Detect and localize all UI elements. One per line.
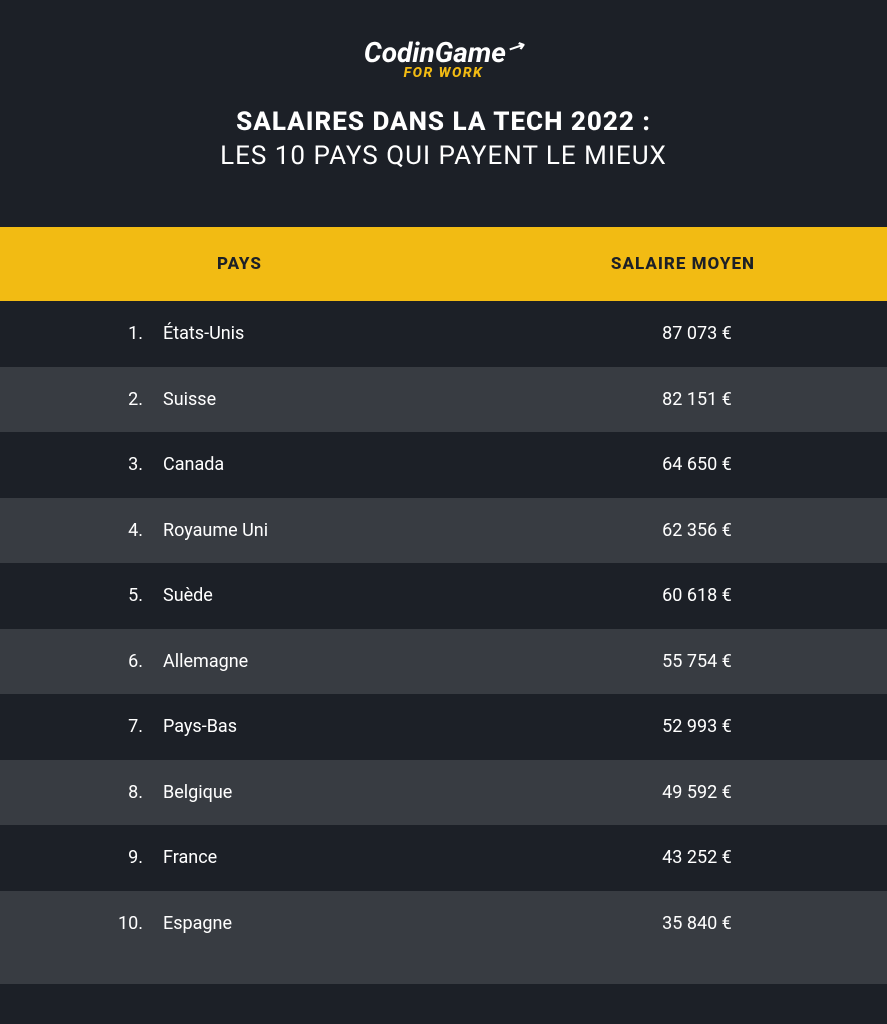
table-footer-bar (0, 956, 887, 984)
row-salary: 52 993 € (507, 716, 887, 737)
table-row: 4.Royaume Uni62 356 € (0, 498, 887, 564)
column-header-salary: SALAIRE MOYEN (479, 254, 887, 274)
row-salary: 43 252 € (507, 847, 887, 868)
row-rank: 1. (0, 323, 155, 344)
table-row: 7.Pays-Bas52 993 € (0, 694, 887, 760)
row-country: Canada (155, 454, 507, 475)
row-salary: 55 754 € (507, 651, 887, 672)
row-salary: 49 592 € (507, 782, 887, 803)
title-line2: LES 10 PAYS QUI PAYENT LE MIEUX (220, 141, 667, 171)
row-country: Allemagne (155, 651, 507, 672)
table-row: 5.Suède60 618 € (0, 563, 887, 629)
table-row: 6.Allemagne55 754 € (0, 629, 887, 695)
row-rank: 10. (0, 913, 155, 934)
logo: CodinGame ↗ FOR WORK (364, 36, 523, 81)
row-salary: 35 840 € (507, 913, 887, 934)
row-country: France (155, 847, 507, 868)
table-row: 3.Canada64 650 € (0, 432, 887, 498)
table-row: 9.France43 252 € (0, 825, 887, 891)
row-salary: 62 356 € (507, 520, 887, 541)
row-rank: 5. (0, 585, 155, 606)
table-header: PAYS SALAIRE MOYEN (0, 227, 887, 301)
table-row: 8.Belgique49 592 € (0, 760, 887, 826)
infographic-page: CodinGame ↗ FOR WORK SALAIRES DANS LA TE… (0, 0, 887, 1024)
row-country: Suisse (155, 389, 507, 410)
logo-arrow-icon: ↗ (505, 34, 526, 59)
logo-text-top: CodinGame (364, 36, 506, 69)
logo-top: CodinGame ↗ (364, 36, 523, 69)
column-header-country: PAYS (0, 254, 479, 274)
row-rank: 4. (0, 520, 155, 541)
row-rank: 7. (0, 716, 155, 737)
row-salary: 64 650 € (507, 454, 887, 475)
row-rank: 3. (0, 454, 155, 475)
table-row: 10.Espagne35 840 € (0, 891, 887, 957)
row-country: Suède (155, 585, 507, 606)
row-country: États-Unis (155, 323, 507, 344)
row-rank: 6. (0, 651, 155, 672)
row-rank: 2. (0, 389, 155, 410)
row-country: Royaume Uni (155, 520, 507, 541)
row-rank: 8. (0, 782, 155, 803)
row-salary: 87 073 € (507, 323, 887, 344)
row-country: Espagne (155, 913, 507, 934)
table-row: 2.Suisse82 151 € (0, 367, 887, 433)
salary-table: PAYS SALAIRE MOYEN 1.États-Unis87 073 €2… (0, 227, 887, 984)
row-salary: 60 618 € (507, 585, 887, 606)
row-salary: 82 151 € (507, 389, 887, 410)
table-row: 1.États-Unis87 073 € (0, 301, 887, 367)
title-line1: SALAIRES DANS LA TECH 2022 : (220, 107, 667, 137)
row-country: Pays-Bas (155, 716, 507, 737)
table-body: 1.États-Unis87 073 €2.Suisse82 151 €3.Ca… (0, 301, 887, 956)
row-country: Belgique (155, 782, 507, 803)
title-block: SALAIRES DANS LA TECH 2022 : LES 10 PAYS… (220, 107, 667, 171)
row-rank: 9. (0, 847, 155, 868)
